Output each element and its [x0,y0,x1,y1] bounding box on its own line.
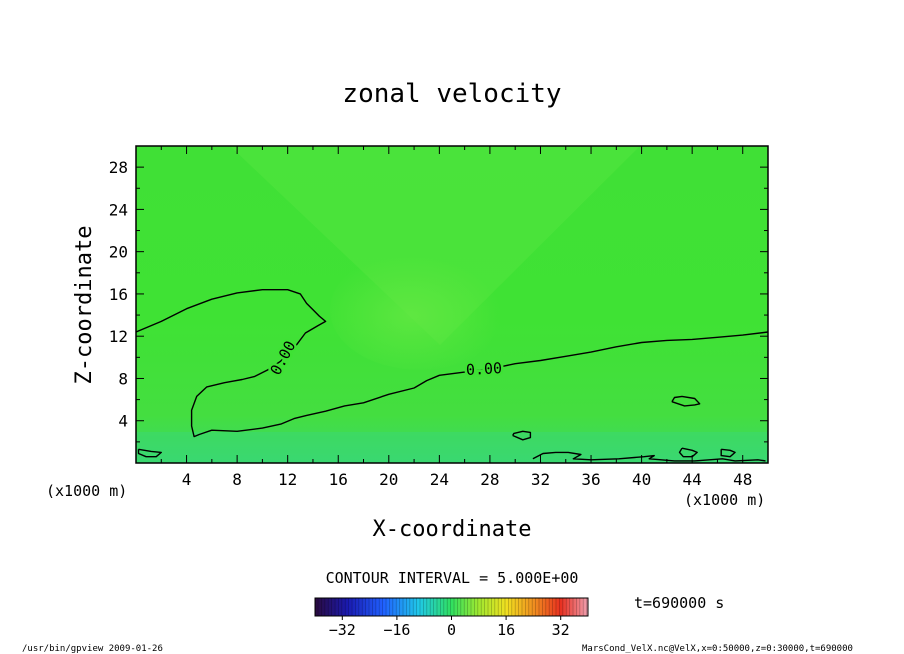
contour-line-bottom-band [532,451,766,462]
y-tick-label: 24 [109,200,128,219]
contour-line-upper-left [136,289,768,438]
x-tick-label: 16 [329,470,348,489]
x-tick-label: 48 [733,470,752,489]
footer-left: /usr/bin/gpview 2009-01-26 [22,644,163,654]
time-label: t=690000 s [634,594,724,612]
y-tick-label: 28 [109,158,128,177]
x-tick-label: 44 [683,470,702,489]
x-unit-note-left: (x1000 m) [46,482,127,500]
plot-frame [135,145,769,464]
x-axis-label: X-coordinate [373,517,532,542]
colorbar-tick-label: −16 [383,621,410,639]
x-tick-label: 24 [430,470,449,489]
x-tick-label: 32 [531,470,550,489]
plot-area [136,146,768,463]
chart-title: zonal velocity [342,79,561,109]
colorbar-tick-label: 16 [497,621,515,639]
footer-right: MarsCond_VelX.nc@VelX,x=0:50000,z=0:3000… [582,644,853,654]
contour-line-loop-b [512,430,532,441]
x-tick-label: 4 [182,470,192,489]
y-axis-label: Z-coordinate [72,226,97,385]
y-tick-label: 8 [118,369,128,388]
colorbar-ticks: −32 −16 0 16 32 [329,616,570,639]
contour-label-2: 0.00 [463,357,505,382]
colorbar-tick-label: −32 [329,621,356,639]
field-light-wedge [230,146,640,345]
x-tick-label: 36 [581,470,600,489]
colorbar-bands [317,598,587,616]
contour-line-loop-a [671,395,701,407]
contour-line-loop-c [137,448,162,458]
x-axis-ticks: 4 8 12 16 20 24 28 32 36 40 44 48 [135,146,769,489]
contour-lines [136,289,768,462]
colorbar [315,598,588,616]
y-tick-label: 20 [109,243,128,262]
y-tick-label: 16 [109,285,128,304]
field-light-center [330,250,510,370]
x-tick-label: 40 [632,470,651,489]
contour-line-loop-e [720,448,736,458]
y-tick-label: 4 [118,412,128,431]
x-tick-label: 20 [379,470,398,489]
contour-interval-label: CONTOUR INTERVAL = 5.000E+00 [326,569,579,587]
y-tick-label: 12 [109,327,128,346]
y-axis-ticks: 4 8 12 16 20 24 28 [109,158,768,443]
x-tick-label: 12 [278,470,297,489]
colorbar-tick-label: 0 [447,621,456,639]
contour-value-label: 0.00 [465,359,502,379]
colorbar-tick-label: 32 [552,621,570,639]
x-tick-label: 8 [232,470,242,489]
x-unit-note-right: (x1000 m) [684,491,765,509]
x-tick-label: 28 [480,470,499,489]
field-bottom-band [136,432,768,463]
